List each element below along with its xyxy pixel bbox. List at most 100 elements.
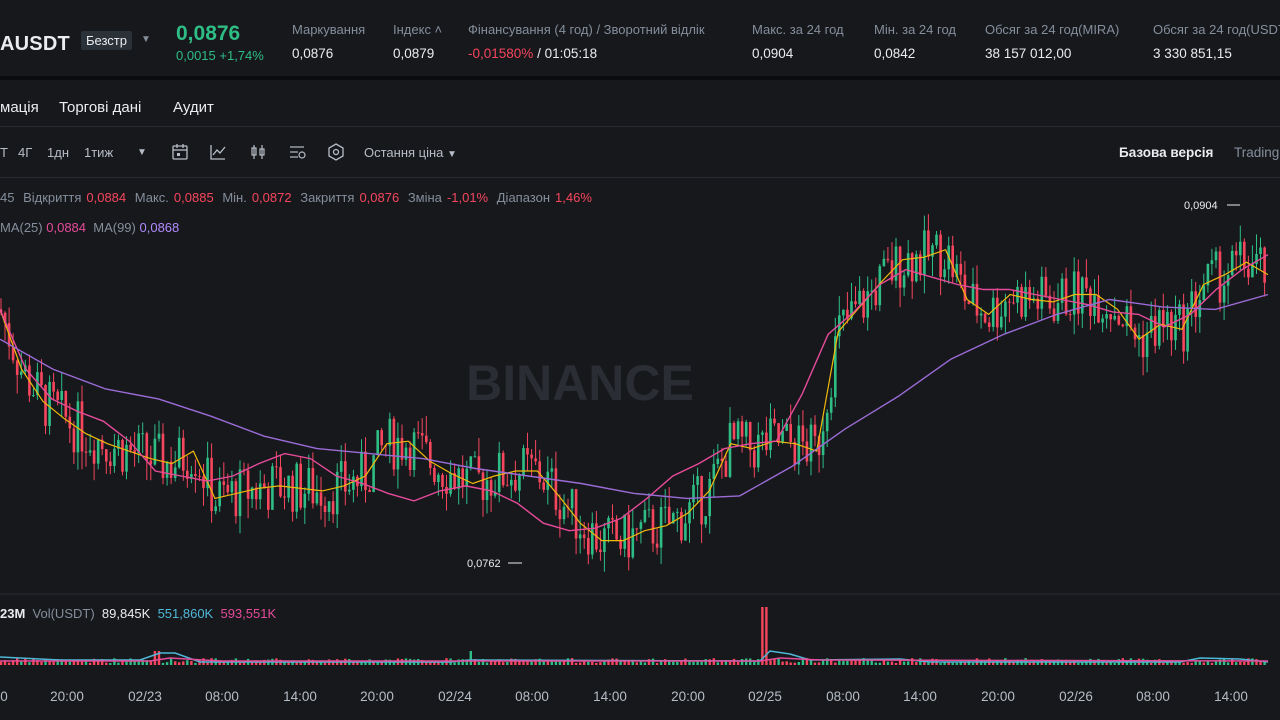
volume-bar <box>915 662 918 665</box>
candle-body <box>781 430 784 443</box>
volume-bar <box>149 660 153 665</box>
watermark: BINANCE <box>466 355 694 411</box>
price-type-select[interactable]: Остання ціна ▼ <box>364 145 457 160</box>
line-chart-icon[interactable] <box>209 143 227 161</box>
candle-body <box>11 346 15 361</box>
candle-body <box>267 488 270 510</box>
x-tick-label: 20:00 <box>360 689 394 704</box>
interval-t[interactable]: Т <box>0 145 8 160</box>
interval-1w[interactable]: 1тиж <box>84 145 114 160</box>
candle-body <box>554 468 558 510</box>
volume-bar <box>1235 662 1238 665</box>
volume-bar <box>724 660 728 665</box>
candle-body <box>72 428 76 453</box>
candle-body <box>971 283 975 304</box>
tradingview-tab[interactable]: Trading <box>1234 145 1280 160</box>
candle-body <box>1129 306 1133 328</box>
volume-bar <box>11 660 15 665</box>
volume-bar <box>0 661 3 665</box>
tab-info[interactable]: мація <box>0 99 39 116</box>
candle-body <box>825 412 829 432</box>
candle-body <box>923 230 926 276</box>
candle-body <box>663 506 667 508</box>
indicators-icon[interactable] <box>288 143 306 161</box>
volume-bar <box>700 661 703 665</box>
chart-subnav: мація Торгові дані Аудит <box>0 80 1280 127</box>
candle-body <box>117 439 120 449</box>
volume-bar <box>319 662 323 665</box>
settings-icon[interactable] <box>327 143 345 161</box>
mark-price-stat: Маркування 0,0876 <box>292 22 365 61</box>
volume-bar <box>1190 662 1193 665</box>
volume-bar <box>1093 660 1096 665</box>
candle-body <box>493 492 497 496</box>
candle-body <box>206 457 209 489</box>
stat-label: Маркування <box>292 22 366 37</box>
chevron-down-icon[interactable]: ▼ <box>141 34 151 45</box>
volume-bar <box>340 661 343 665</box>
x-tick-label: 08:00 <box>205 689 239 704</box>
interval-4h[interactable]: 4Г <box>18 145 33 160</box>
candles-icon[interactable] <box>249 143 267 161</box>
x-tick-label: 14:00 <box>903 689 937 704</box>
calendar-icon[interactable] <box>171 143 189 161</box>
interval-1d[interactable]: 1дн <box>47 145 69 160</box>
candle-body <box>1263 247 1266 283</box>
low-24h-stat: Мін. за 24 год 0,0842 <box>874 22 956 61</box>
candle-body <box>392 418 396 470</box>
price-type-label: Остання ціна <box>364 145 444 160</box>
candle-body <box>991 297 995 327</box>
candle-body <box>1141 335 1145 358</box>
candle-body <box>526 448 529 455</box>
candle-body <box>1178 304 1181 315</box>
volume-bar <box>40 661 43 665</box>
volume-bar <box>720 660 724 665</box>
candle-body <box>173 467 177 478</box>
volume-bar <box>36 660 39 665</box>
volume-bar <box>194 662 197 665</box>
volume-bar <box>145 660 148 665</box>
intervals-dropdown-icon[interactable]: ▼ <box>137 147 147 158</box>
chart-area[interactable] <box>0 178 1280 720</box>
volume-bar <box>1222 658 1226 665</box>
volume-bar <box>530 659 533 665</box>
tab-audit[interactable]: Аудит <box>173 99 214 116</box>
volume-bar <box>303 660 306 665</box>
volume-bar <box>870 659 873 665</box>
candle-body <box>1137 335 1141 340</box>
volume-bar <box>943 662 946 665</box>
index-price-stat[interactable]: Індекс ˄ 0,0879 <box>393 22 442 61</box>
candle-body <box>1190 291 1193 309</box>
candle-body <box>765 432 768 451</box>
candle-body <box>420 433 424 436</box>
volume-bar <box>60 659 63 665</box>
volume-ma1: 551,860K <box>157 606 214 621</box>
volume-bar <box>489 659 493 665</box>
candle-body <box>724 461 728 477</box>
volume-bar <box>380 660 383 665</box>
volume-bar <box>704 659 707 665</box>
symbol-name[interactable]: AUSDT <box>0 33 70 55</box>
candle-body <box>396 437 400 470</box>
candle-body <box>919 254 922 276</box>
volume-bar <box>854 659 857 665</box>
stat-value: 0,0879 <box>393 46 435 61</box>
candle-body <box>1117 315 1121 325</box>
x-tick-label: 08:00 <box>826 689 860 704</box>
volume-bar <box>469 651 472 665</box>
candle-body <box>1056 303 1060 321</box>
tab-trading-data[interactable]: Торгові дані <box>59 99 142 116</box>
basic-version-tab[interactable]: Базова версія <box>1119 145 1214 160</box>
volume-bar <box>1239 661 1242 665</box>
candle-body <box>372 455 375 492</box>
volume-bar <box>238 660 242 665</box>
candle-body <box>352 476 355 490</box>
x-tick-label: 20:00 <box>981 689 1015 704</box>
candle-body <box>627 514 630 558</box>
funding-stat: Фінансування (4 год) / Зворотний відлік … <box>468 22 705 61</box>
candle-body <box>501 452 505 486</box>
volume-bar <box>826 658 829 665</box>
volume-bar <box>526 659 529 665</box>
volume-bar <box>88 662 92 665</box>
